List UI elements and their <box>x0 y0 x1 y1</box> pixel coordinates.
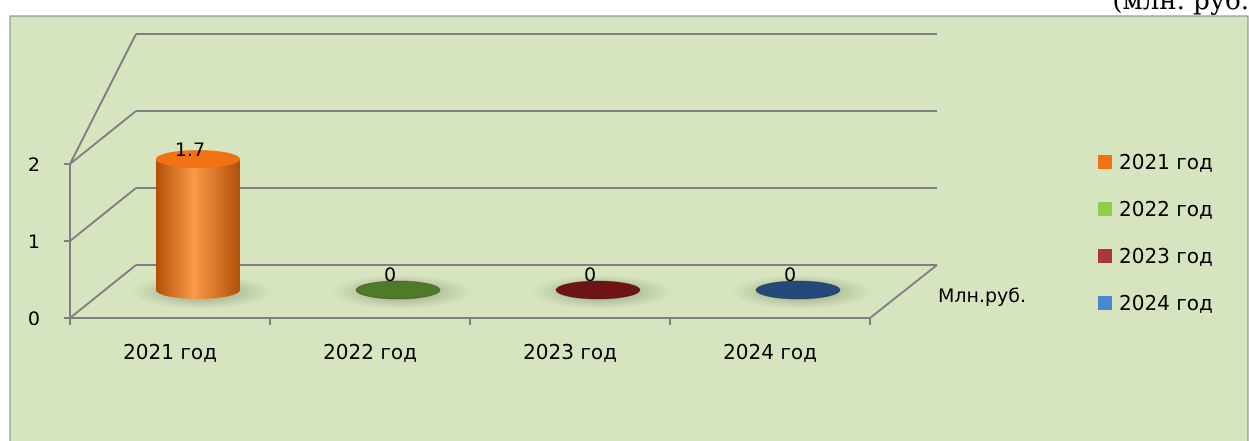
y-tick-label: 2 <box>28 154 40 176</box>
data-label: 0 <box>384 264 396 286</box>
bar-top <box>156 150 240 169</box>
legend: 2021 год 2022 год 2023 год 2024 год <box>1098 150 1213 315</box>
depth-axis-label: Млн.руб. <box>938 285 1026 307</box>
legend-label: 2021 год <box>1119 150 1213 174</box>
bar-layer <box>156 150 841 300</box>
category-label: 2024 год <box>723 340 817 364</box>
legend-swatch <box>1098 202 1112 216</box>
y-tick-label: 1 <box>28 231 40 253</box>
category-label: 2021 год <box>123 340 217 364</box>
legend-swatch <box>1098 155 1112 169</box>
legend-swatch <box>1098 296 1112 310</box>
legend-label: 2024 год <box>1119 291 1213 315</box>
bar <box>156 159 240 299</box>
legend-label: 2022 год <box>1119 197 1213 221</box>
category-label: 2022 год <box>323 340 417 364</box>
bar <box>355 280 441 300</box>
data-label: 0 <box>584 264 596 286</box>
grid-layer: 0 1 2 <box>28 33 938 330</box>
data-label: 0 <box>784 264 796 286</box>
floor-right-edge <box>869 264 938 319</box>
gridline-side <box>69 110 137 165</box>
label-layer: 2021 год 2022 год 2023 год 2024 год Млн.руб.… <box>123 139 1026 364</box>
category-label: 2023 год <box>523 340 617 364</box>
data-label: 1.7 <box>175 139 205 161</box>
gridline-side <box>69 264 137 319</box>
gridline-side <box>69 33 137 165</box>
legend-label: 2023 год <box>1119 244 1213 268</box>
bar <box>755 280 841 300</box>
corner-caption: (млн. руб. <box>1112 0 1249 16</box>
y-tick-label: 0 <box>28 308 40 330</box>
legend-swatch <box>1098 249 1112 263</box>
gridline-side <box>69 187 137 242</box>
bar <box>555 280 641 300</box>
